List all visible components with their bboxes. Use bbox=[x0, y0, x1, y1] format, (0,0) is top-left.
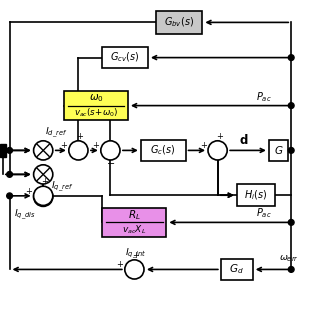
Text: $\omega_0$: $\omega_0$ bbox=[89, 92, 103, 104]
Text: $v_{ac}X_L$: $v_{ac}X_L$ bbox=[122, 223, 147, 236]
Text: $G_{cv}(s)$: $G_{cv}(s)$ bbox=[110, 51, 140, 64]
Text: $P_{ac}$: $P_{ac}$ bbox=[256, 90, 272, 104]
Circle shape bbox=[125, 260, 144, 279]
Text: $P_{ac}$: $P_{ac}$ bbox=[256, 206, 272, 220]
Text: $G_d$: $G_d$ bbox=[229, 262, 244, 276]
Bar bbox=[64, 91, 128, 120]
Circle shape bbox=[288, 103, 294, 108]
Text: +: + bbox=[25, 187, 32, 196]
Text: +: + bbox=[216, 132, 223, 141]
Circle shape bbox=[288, 267, 294, 272]
Circle shape bbox=[288, 148, 294, 153]
Circle shape bbox=[7, 172, 12, 177]
Circle shape bbox=[69, 141, 88, 160]
Bar bbox=[221, 259, 253, 280]
Circle shape bbox=[288, 220, 294, 225]
Text: $\omega_{err}$: $\omega_{err}$ bbox=[279, 254, 299, 264]
Circle shape bbox=[7, 148, 12, 153]
Text: +: + bbox=[132, 251, 140, 260]
Text: $H_i(s)$: $H_i(s)$ bbox=[244, 188, 268, 202]
Circle shape bbox=[208, 141, 227, 160]
Text: $I_{q\_int}$: $I_{q\_int}$ bbox=[125, 247, 147, 261]
Bar bbox=[102, 47, 148, 68]
Text: $R_L$: $R_L$ bbox=[128, 208, 141, 222]
Circle shape bbox=[288, 55, 294, 60]
Bar bbox=[237, 184, 275, 206]
Text: $I_{d\_ref}$: $I_{d\_ref}$ bbox=[45, 125, 67, 140]
Bar bbox=[102, 208, 166, 237]
Circle shape bbox=[34, 187, 53, 206]
Text: $G_c(s)$: $G_c(s)$ bbox=[150, 144, 176, 157]
Circle shape bbox=[34, 141, 53, 160]
Text: d: d bbox=[240, 134, 248, 147]
Bar bbox=[269, 140, 288, 161]
Text: +: + bbox=[76, 132, 84, 141]
Text: $v_{ac}(s\!+\!\omega_0)$: $v_{ac}(s\!+\!\omega_0)$ bbox=[74, 107, 118, 119]
Bar bbox=[0, 144, 6, 157]
Circle shape bbox=[0, 148, 6, 153]
Circle shape bbox=[34, 186, 53, 205]
Text: $I_{q\_ref}$: $I_{q\_ref}$ bbox=[51, 179, 73, 194]
Bar bbox=[141, 140, 186, 161]
Text: $I_{q\_dis}$: $I_{q\_dis}$ bbox=[14, 208, 36, 222]
Text: $G$: $G$ bbox=[274, 144, 283, 156]
Text: +: + bbox=[92, 141, 100, 150]
Text: +: + bbox=[60, 141, 68, 150]
Text: −: − bbox=[107, 159, 116, 169]
Text: +: + bbox=[200, 141, 207, 150]
Circle shape bbox=[7, 193, 12, 199]
Bar bbox=[156, 11, 203, 34]
Circle shape bbox=[101, 141, 120, 160]
Text: $G_{bv}(s)$: $G_{bv}(s)$ bbox=[164, 16, 194, 29]
Circle shape bbox=[34, 165, 53, 184]
Text: +: + bbox=[41, 177, 48, 186]
Text: +: + bbox=[116, 260, 124, 269]
